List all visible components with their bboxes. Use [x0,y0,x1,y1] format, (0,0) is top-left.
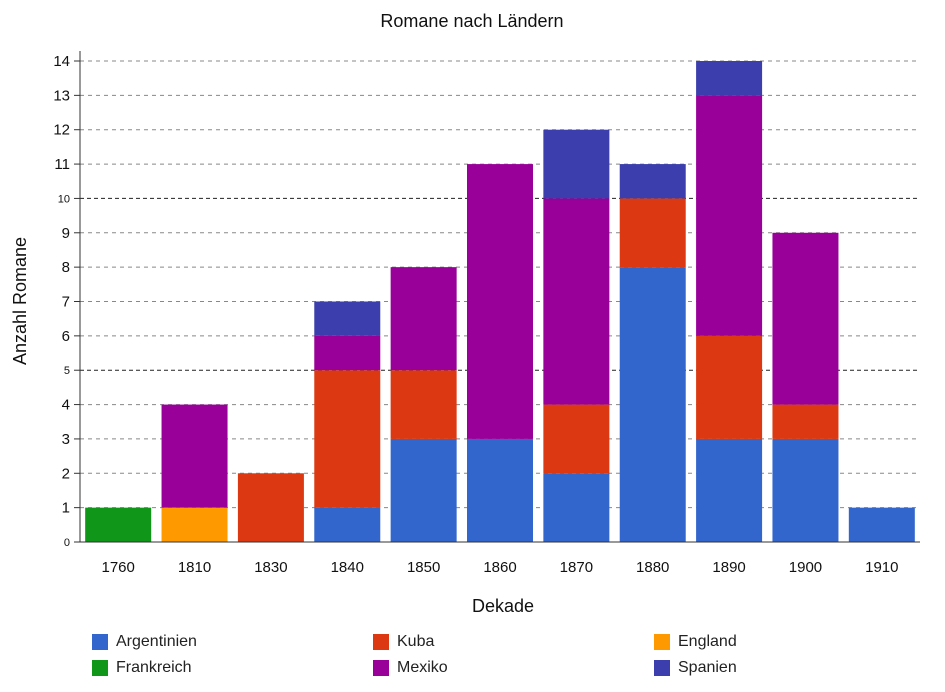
bar-segment-argentinien-1850 [390,438,457,542]
y-tick-label: 10 [58,193,70,205]
x-tick-label: 1810 [178,559,211,576]
y-tick-label: 9 [62,225,70,242]
bar-segment-argentinien-1840 [314,507,381,542]
bar-segment-spanien-1890 [696,61,763,96]
bar-segment-england-1810 [161,507,228,542]
chart-svg: Romane nach Ländern Anzahl Romane Dekade… [10,11,920,616]
x-tick-label: 1910 [865,559,898,576]
bar-segment-frankreich-1760 [85,507,152,542]
x-tick-label: 1900 [789,559,822,576]
y-tick-label: 13 [53,87,70,104]
legend-item-spanien: Spanien [654,659,737,677]
y-axis-label: Anzahl Romane [10,237,30,365]
x-tick-label: 1850 [407,559,440,576]
y-tick-label: 5 [64,365,70,377]
legend-swatch [92,634,108,650]
bar-layer [85,61,915,542]
x-tick-label: 1870 [560,559,593,576]
legend-swatch [654,634,670,650]
bar-segment-kuba-1900 [772,404,839,439]
legend-item-mexiko: Mexiko [373,659,448,677]
bar-segment-mexiko-1850 [390,267,457,371]
x-tick-label: 1760 [101,559,134,576]
legend-item-england: England [654,633,737,651]
legend: Argentinien Kuba England Frankreich Mexiko Sp… [0,628,945,688]
legend-item-frankreich: Frankreich [92,659,192,677]
y-tick-label: 8 [62,259,70,276]
y-tick-label: 14 [53,53,70,70]
legend-label: Kuba [397,633,435,650]
bar-segment-argentinien-1890 [696,438,763,542]
legend-swatch [373,634,389,650]
x-tick-label: 1840 [331,559,364,576]
bar-segment-kuba-1880 [619,198,686,268]
x-tick-label: 1860 [483,559,516,576]
y-tick-label: 3 [62,431,70,448]
bar-segment-mexiko-1840 [314,335,381,371]
y-tick-label: 6 [62,328,70,345]
bar-segment-mexiko-1810 [161,404,228,508]
y-tick-label: 0 [64,537,70,549]
legend-label: England [678,633,737,650]
chart-title: Romane nach Ländern [380,11,563,31]
bar-segment-argentinien-1900 [772,438,839,542]
bar-segment-spanien-1870 [543,129,610,199]
bar-segment-mexiko-1860 [467,164,533,439]
x-tick-label: 1890 [712,559,745,576]
legend-swatch [92,660,108,676]
legend-label: Mexiko [397,659,448,676]
legend-label: Frankreich [116,659,192,676]
bar-segment-kuba-1850 [390,370,457,439]
y-tick-label: 12 [53,122,70,139]
legend-swatch [654,660,670,676]
bar-segment-mexiko-1870 [543,198,610,405]
bar-segment-kuba-1840 [314,370,381,508]
legend-swatch [373,660,389,676]
legend-item-argentinien: Argentinien [92,633,197,651]
legend-label: Spanien [678,659,737,676]
y-tick-label: 11 [54,156,70,173]
y-tick-label: 7 [62,294,70,311]
x-tick-label: 1880 [636,559,669,576]
bar-segment-spanien-1880 [619,164,686,199]
y-tick-label: 2 [62,465,70,482]
y-tick-label: 1 [62,500,70,517]
bar-segment-spanien-1840 [314,301,381,336]
bar-segment-kuba-1830 [237,473,304,542]
legend-label: Argentinien [116,633,197,650]
legend-item-kuba: Kuba [373,633,434,651]
bar-segment-mexiko-1900 [772,232,839,405]
bar-segment-argentinien-1880 [619,267,686,542]
y-tick-label: 4 [62,397,70,414]
x-axis-label: Dekade [472,596,534,616]
bar-segment-argentinien-1910 [848,507,915,542]
bar-segment-kuba-1890 [696,335,763,439]
bar-segment-argentinien-1870 [543,473,610,542]
bar-segment-mexiko-1890 [696,95,763,336]
bar-segment-kuba-1870 [543,404,610,474]
bar-segment-argentinien-1860 [467,438,533,542]
x-tick-label: 1830 [254,559,287,576]
